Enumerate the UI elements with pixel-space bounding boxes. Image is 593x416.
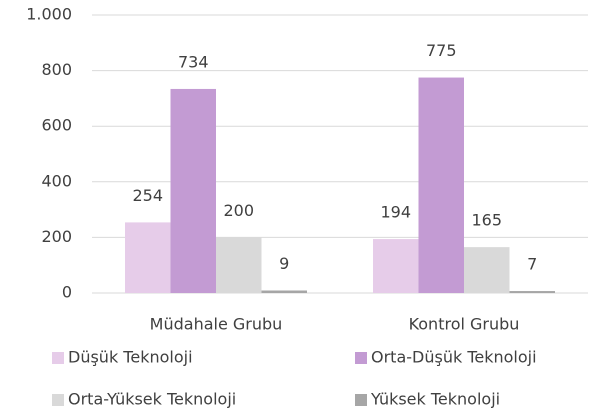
bar [216, 237, 262, 293]
y-tick-label: 600 [41, 116, 72, 135]
bar [418, 77, 464, 293]
legend-label: Orta-Yüksek Teknoloji [68, 390, 236, 409]
legend-swatch [355, 352, 367, 364]
legend-label: Orta-Düşük Teknoloji [371, 348, 537, 367]
legend-label: Düşük Teknoloji [68, 348, 193, 367]
data-label: 7 [527, 255, 537, 274]
x-tick-label: Müdahale Grubu [150, 315, 283, 334]
y-tick-label: 400 [41, 171, 72, 190]
legend-swatch [52, 394, 64, 406]
data-label: 165 [471, 211, 502, 230]
bar [509, 291, 555, 293]
data-label: 775 [426, 41, 457, 60]
y-tick-label: 200 [41, 227, 72, 246]
y-tick-label: 800 [41, 60, 72, 79]
bar [464, 247, 510, 293]
data-label: 254 [132, 186, 163, 205]
data-label: 9 [279, 254, 289, 273]
x-tick-label: Kontrol Grubu [409, 315, 520, 334]
bar [170, 88, 216, 293]
legend-swatch [52, 352, 64, 364]
y-tick-label: 0 [62, 283, 72, 302]
bar [261, 290, 307, 293]
data-label: 734 [178, 52, 209, 71]
y-tick-label: 1.000 [26, 5, 72, 24]
data-label: 200 [223, 201, 254, 220]
data-label: 194 [380, 203, 411, 222]
legend-swatch [355, 394, 367, 406]
legend-label: Yüksek Teknoloji [370, 390, 500, 409]
bar [125, 222, 171, 293]
bar [373, 239, 419, 293]
